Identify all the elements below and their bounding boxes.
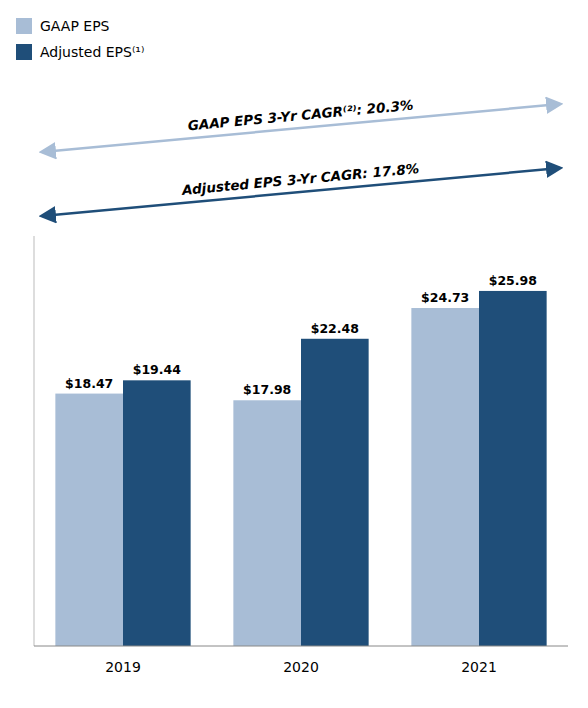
- x-axis-line: [34, 646, 568, 647]
- x-tick-label: 2019: [105, 659, 141, 675]
- annotation: Adjusted EPS 3-Yr CAGR: 17.8%: [180, 160, 420, 198]
- legend: GAAP EPS Adjusted EPS⁽¹⁾: [16, 18, 144, 60]
- bar: [301, 339, 369, 646]
- annotation: GAAP EPS 3-Yr CAGR⁽²⁾: 20.3%: [187, 97, 414, 134]
- data-label: $19.44: [133, 362, 182, 377]
- legend-label: GAAP EPS: [40, 18, 110, 34]
- data-label: $22.48: [311, 321, 359, 336]
- data-label: $17.98: [243, 382, 291, 397]
- bar: [55, 394, 123, 646]
- x-tick-label: 2021: [461, 659, 497, 675]
- bar: [233, 400, 301, 646]
- data-label: $18.47: [65, 376, 113, 391]
- bar: [123, 380, 191, 646]
- chart: $18.47 $17.98 $24.73 $19.44 $22.48 $25.98 2019…: [0, 0, 588, 708]
- data-label: $24.73: [421, 290, 469, 305]
- data-label: $25.98: [489, 273, 537, 288]
- x-tick-label: 2020: [283, 659, 319, 675]
- legend-swatch: [16, 18, 32, 34]
- legend-swatch: [16, 44, 32, 60]
- bars: [55, 291, 546, 646]
- bar: [479, 291, 547, 646]
- legend-label: Adjusted EPS⁽¹⁾: [40, 44, 144, 60]
- y-axis-line: [34, 236, 35, 646]
- bar: [411, 308, 479, 646]
